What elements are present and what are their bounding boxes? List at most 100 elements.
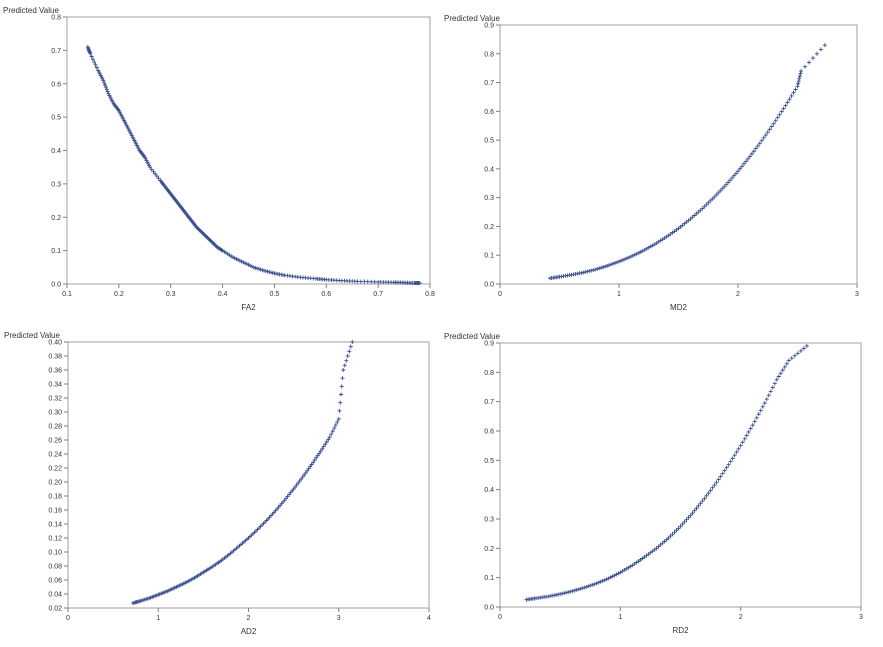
data-point (593, 267, 598, 272)
data-point-fill (795, 351, 800, 356)
data-point-fill (708, 198, 713, 203)
x-tick-label: 0.1 (62, 291, 72, 298)
data-point-fill (612, 573, 617, 578)
data-point-fill (400, 280, 405, 285)
data-point-fill (793, 87, 798, 92)
x-tick-label: 0.4 (218, 291, 228, 298)
y-tick-label: 0.2 (484, 546, 494, 553)
data-point (617, 259, 621, 264)
y-tick-label: 0.8 (484, 51, 494, 58)
data-point (712, 195, 717, 200)
data-point-fill (100, 76, 105, 81)
data-point-fill (103, 82, 108, 87)
y-tick-label: 0.20 (48, 480, 62, 487)
data-point-fill (290, 488, 295, 493)
data-point-fill (217, 559, 222, 564)
data-point (642, 555, 647, 560)
data-point-fill (772, 381, 777, 386)
data-point (750, 423, 755, 428)
y-tick-label: 0.6 (51, 81, 61, 88)
data-point-fill (337, 278, 342, 283)
data-point-fill (322, 277, 327, 282)
data-point-fill (766, 393, 771, 398)
data-point (327, 435, 332, 440)
data-point (606, 576, 611, 581)
x-tick-label: 0.5 (270, 291, 280, 298)
data-point-fill (720, 471, 725, 476)
data-point-fill (730, 456, 735, 461)
data-point-fill (173, 197, 178, 202)
data-point-fill (339, 384, 344, 389)
x-tick-label: 0.3 (166, 291, 176, 298)
data-point-fill (720, 186, 725, 191)
data-point-fill (208, 238, 213, 243)
data-point (804, 343, 809, 348)
data-point-fill (342, 363, 347, 368)
data-point-fill (365, 279, 370, 284)
data-point (666, 536, 671, 541)
data-point-fill (770, 385, 775, 390)
data-point-fill (761, 135, 766, 140)
x-axis-label: FA2 (241, 303, 256, 312)
data-point (702, 496, 707, 501)
data-point-fill (615, 260, 620, 265)
y-tick-label: 0.02 (48, 606, 62, 613)
y-tick-label: 0.32 (48, 396, 62, 403)
data-point-fill (589, 268, 594, 273)
x-tick-label: 1 (618, 614, 622, 621)
y-tick-label: 0.1 (484, 575, 494, 582)
data-point-fill (620, 569, 625, 574)
data-point-fill (556, 592, 561, 597)
data-point-fill (684, 517, 689, 522)
data-point-fill (712, 483, 717, 488)
data-point-fill (656, 544, 661, 549)
data-point-fill (270, 270, 275, 275)
y-tick-label: 0.38 (48, 354, 62, 361)
x-tick-label: 2 (247, 615, 251, 622)
data-point (747, 154, 752, 159)
y-tick-label: 0.40 (48, 340, 62, 347)
data-point-fill (389, 280, 394, 285)
data-point-fill (646, 552, 651, 557)
y-tick-label: 0.30 (48, 410, 62, 417)
data-point (714, 480, 719, 485)
data-point-fill (796, 79, 801, 84)
data-point-fill (572, 588, 577, 593)
data-point-fill (188, 217, 193, 222)
data-point-fill (674, 528, 679, 533)
data-point (605, 263, 610, 268)
data-point-fill (110, 100, 115, 105)
x-tick-label: 0 (498, 614, 502, 621)
data-point-fill (326, 437, 331, 442)
data-point-fill (226, 552, 231, 557)
data-point-fill (219, 248, 224, 253)
data-point-fill (330, 429, 335, 434)
data-point-fill (94, 65, 99, 70)
data-point-fill (763, 133, 768, 138)
data-point-fill (632, 561, 637, 566)
data-point (350, 340, 355, 344)
data-point-fill (580, 586, 585, 591)
data-point-fill (344, 358, 349, 363)
data-point-fill (372, 279, 377, 284)
data-point-fill (562, 591, 567, 596)
data-point-fill (329, 432, 334, 437)
data-point-fill (624, 566, 629, 571)
x-tick-label: 0 (498, 291, 502, 298)
chart-ad2: Predicted Value 0.02 0.04 0.06 0.08 0.10 0.12 0… (4, 331, 431, 636)
data-point-fill (244, 537, 249, 542)
y-tick-label: 0.9 (484, 23, 494, 30)
y-tick-label: 0.8 (484, 370, 494, 377)
data-point-fill (634, 560, 639, 565)
data-point-fill (590, 582, 595, 587)
data-point-fill (311, 460, 316, 465)
data-point-fill (339, 392, 344, 397)
data-point-fill (601, 265, 606, 270)
data-point-fill (172, 585, 177, 590)
data-point-fill (560, 591, 565, 596)
x-axis-label: MD2 (670, 303, 687, 312)
data-point-fill (105, 89, 110, 94)
data-point-fill (628, 564, 633, 569)
data-point-fill (798, 348, 803, 353)
plot-frame (499, 342, 862, 608)
